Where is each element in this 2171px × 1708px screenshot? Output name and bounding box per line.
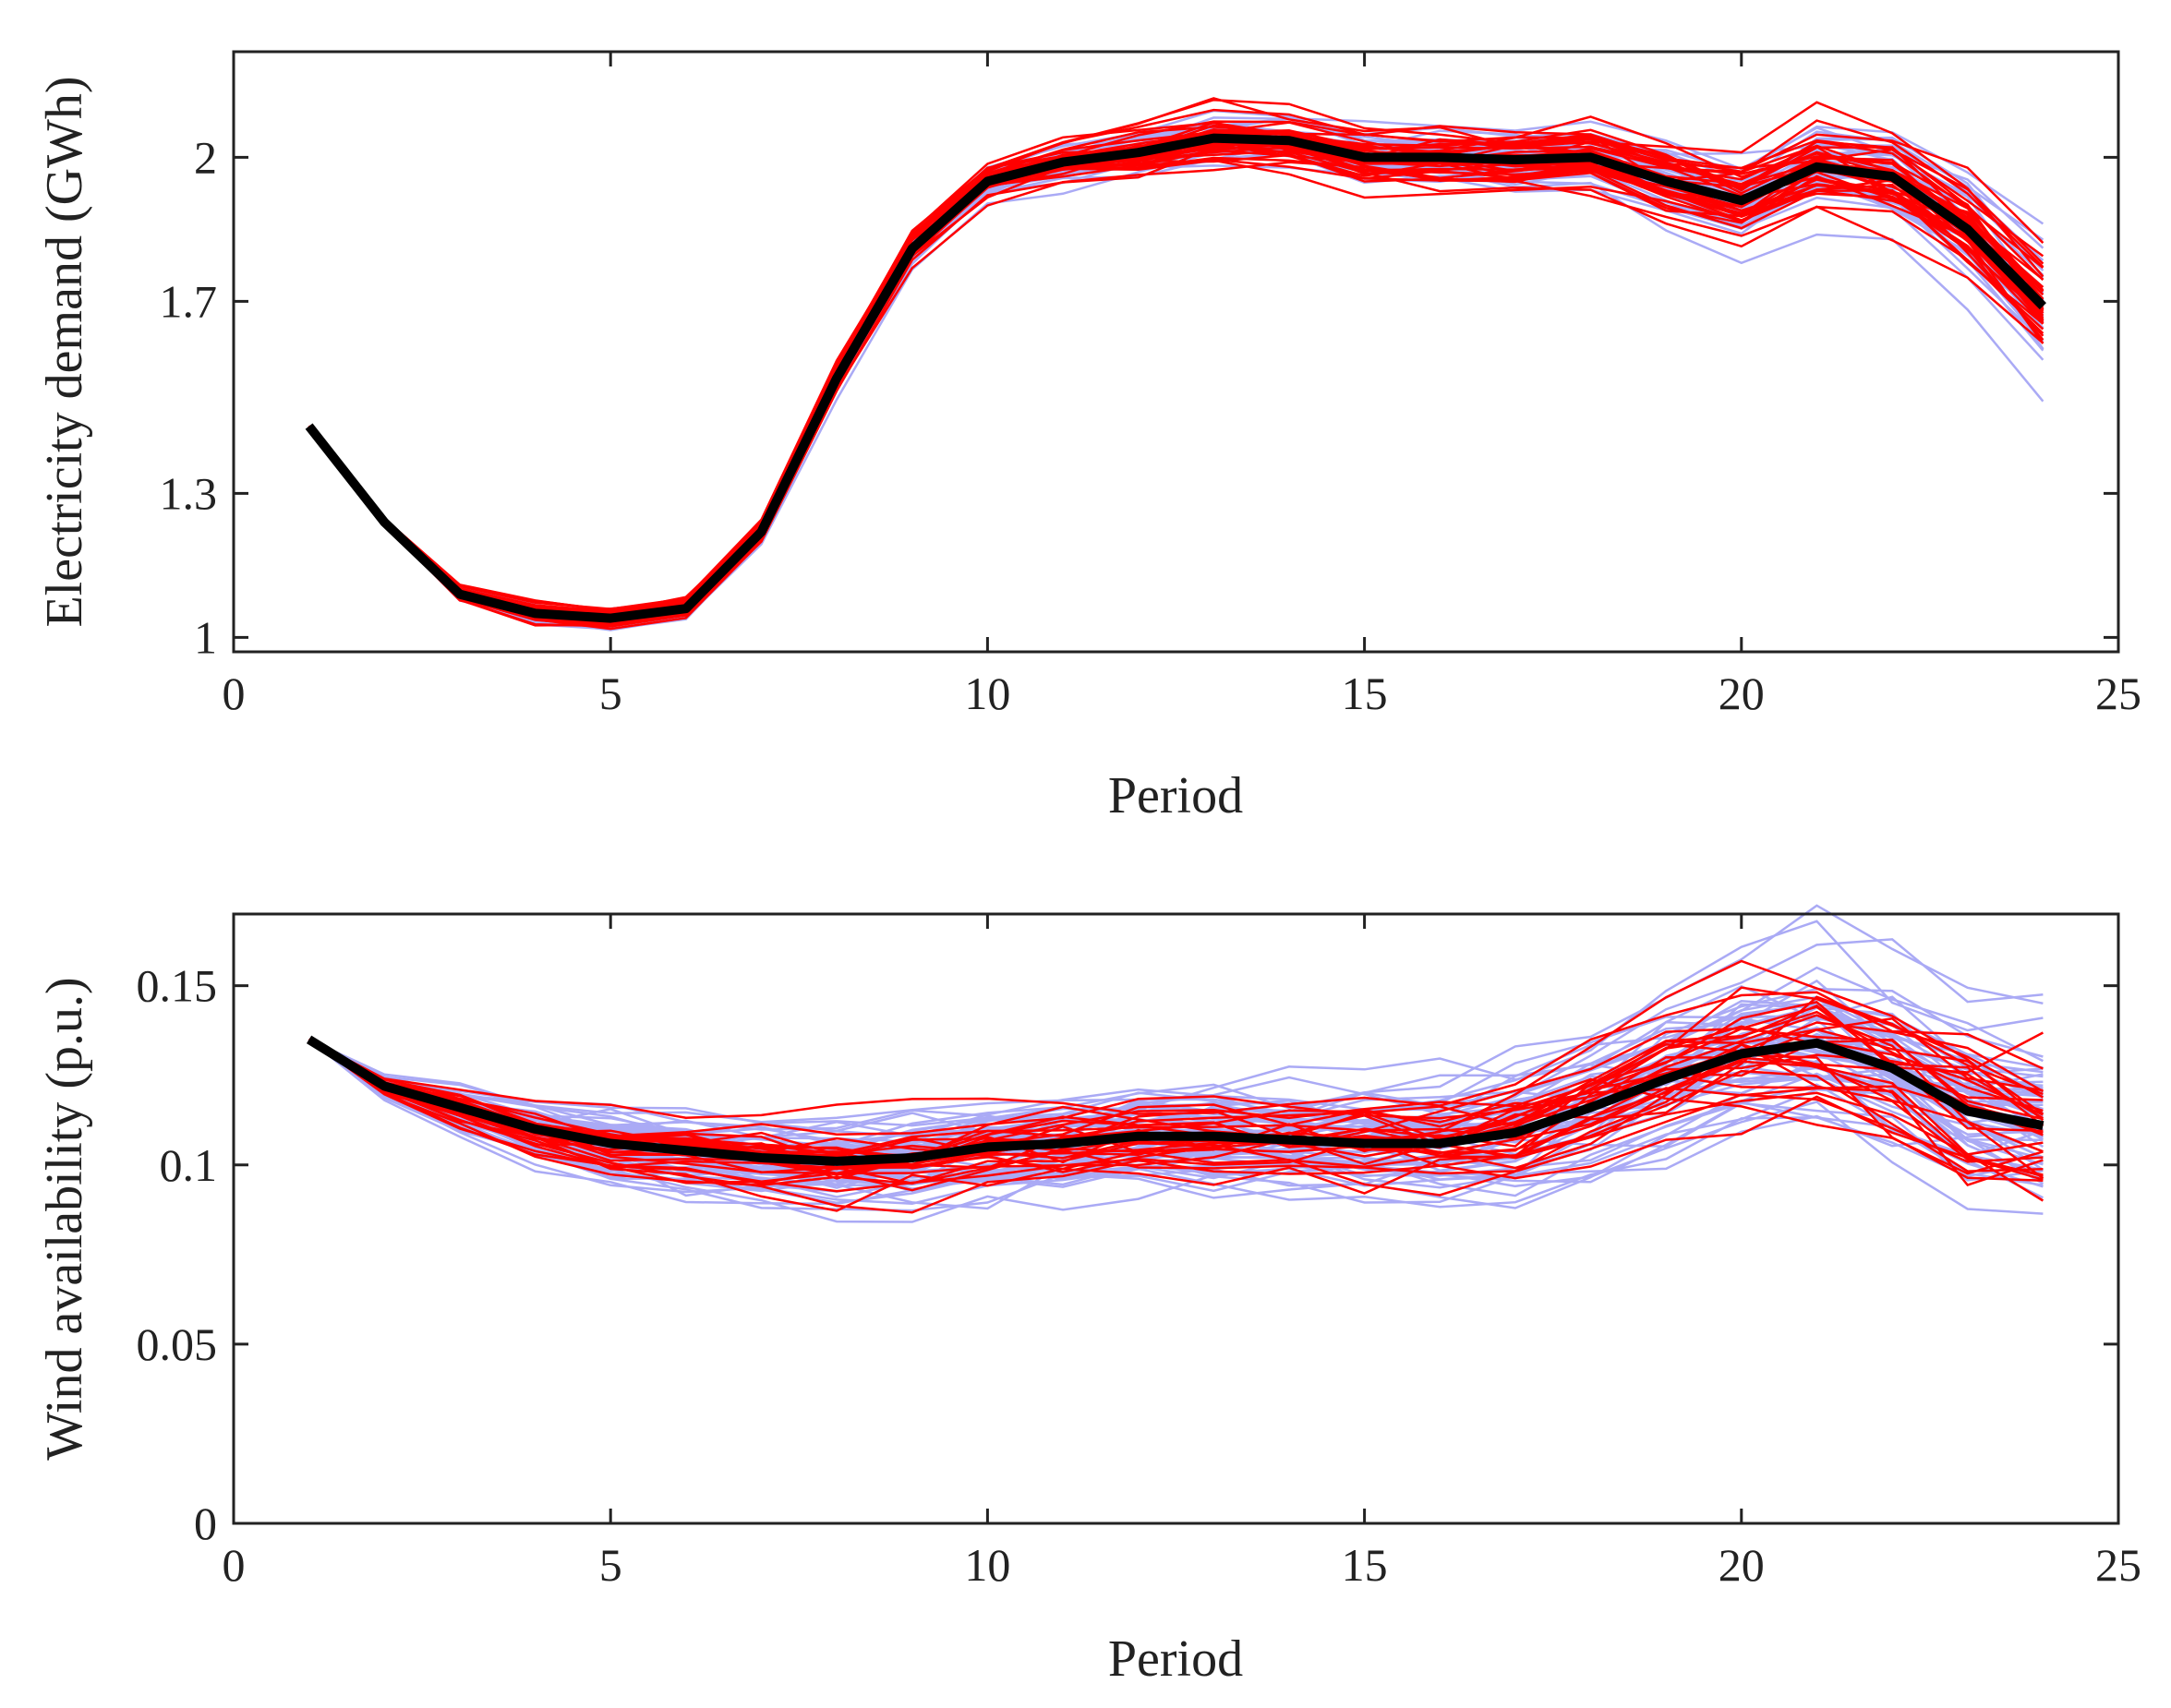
y-tick-label: 0.1 (160, 1139, 218, 1191)
wind-y-axis-label: Wind availability (p.u.) (36, 977, 93, 1460)
scenario-line (308, 136, 2044, 620)
wind-mean (306, 1035, 2044, 1166)
scenario-line (308, 142, 2044, 631)
x-tick-label: 15 (1342, 668, 1388, 719)
scenario-line (308, 159, 2044, 616)
x-tick-label: 10 (964, 1539, 1010, 1591)
y-tick-label: 0.05 (137, 1318, 218, 1370)
demand-scenarios-blue (308, 109, 2044, 631)
mean-line (306, 1035, 2044, 1166)
scenario-line (308, 139, 2044, 631)
x-tick-label: 5 (599, 668, 622, 719)
scenario-line (308, 156, 2044, 627)
demand-ticks: 0 5 10 15 20 25 1 1.3 1.7 2 (160, 52, 2141, 719)
demand-mean (305, 133, 2046, 623)
scenario-line (308, 140, 2044, 620)
demand-axes-frame (232, 50, 2120, 654)
scenario-line (308, 145, 2044, 628)
y-tick-label: 2 (194, 131, 217, 183)
y-tick-label: 1.7 (160, 275, 218, 327)
scenario-line (308, 158, 2044, 622)
scenario-line (308, 137, 2044, 621)
scenario-line (308, 904, 2044, 1153)
scenario-line (308, 145, 2044, 619)
scenario-line (308, 144, 2044, 619)
y-tick-label: 0 (194, 1498, 217, 1549)
scenario-line (308, 142, 2044, 623)
x-tick-label: 15 (1342, 1539, 1388, 1591)
demand-chart: 0 5 10 15 20 25 1 1.3 1.7 2 Period Electricity de… (36, 50, 2141, 824)
scenario-line (308, 1003, 2044, 1154)
scenario-line (308, 1038, 2044, 1171)
scenario-line (308, 146, 2044, 628)
x-tick-label: 25 (2095, 1539, 2141, 1591)
scenario-line (308, 141, 2044, 627)
scenario-line (308, 1038, 2044, 1214)
scenario-line (308, 98, 2044, 610)
scenario-line (308, 138, 2044, 612)
scenario-line (308, 139, 2044, 622)
scenario-line (308, 140, 2044, 631)
scenario-line (308, 138, 2044, 616)
scenario-line (308, 161, 2044, 626)
scenario-line (308, 146, 2044, 616)
x-tick-label: 5 (599, 1539, 622, 1591)
mean-line (305, 133, 2046, 623)
x-tick-label: 25 (2095, 668, 2141, 719)
scenario-line (308, 141, 2044, 612)
scenario-line (308, 1038, 2044, 1205)
x-tick-label: 20 (1719, 1539, 1765, 1591)
x-tick-label: 20 (1719, 668, 1765, 719)
x-tick-label: 0 (223, 1539, 246, 1591)
scenario-line (308, 164, 2044, 628)
scenario-line (308, 143, 2044, 621)
scenario-line (308, 146, 2044, 624)
scenario-line (308, 1010, 2044, 1212)
scenario-line (308, 1027, 2044, 1158)
demand-y-axis-label: Electricity demand (GWh) (36, 76, 93, 627)
scenario-line (308, 140, 2044, 625)
x-tick-label: 10 (964, 668, 1010, 719)
scenario-line (308, 145, 2044, 627)
wind-x-axis-label: Period (1108, 1630, 1243, 1688)
y-tick-label: 1 (194, 611, 217, 663)
y-tick-label: 1.3 (160, 467, 218, 519)
wind-axes-frame (232, 912, 2120, 1525)
x-tick-label: 0 (223, 668, 246, 719)
y-tick-label: 0.15 (137, 960, 218, 1012)
scenario-line (308, 1038, 2044, 1212)
wind-chart: 0 5 10 15 20 25 0 0.05 0.1 0.15 Period Wind avail… (36, 904, 2141, 1688)
demand-x-axis-label: Period (1108, 767, 1243, 824)
wind-ticks: 0 5 10 15 20 25 0 0.05 0.1 0.15 (137, 914, 2141, 1591)
